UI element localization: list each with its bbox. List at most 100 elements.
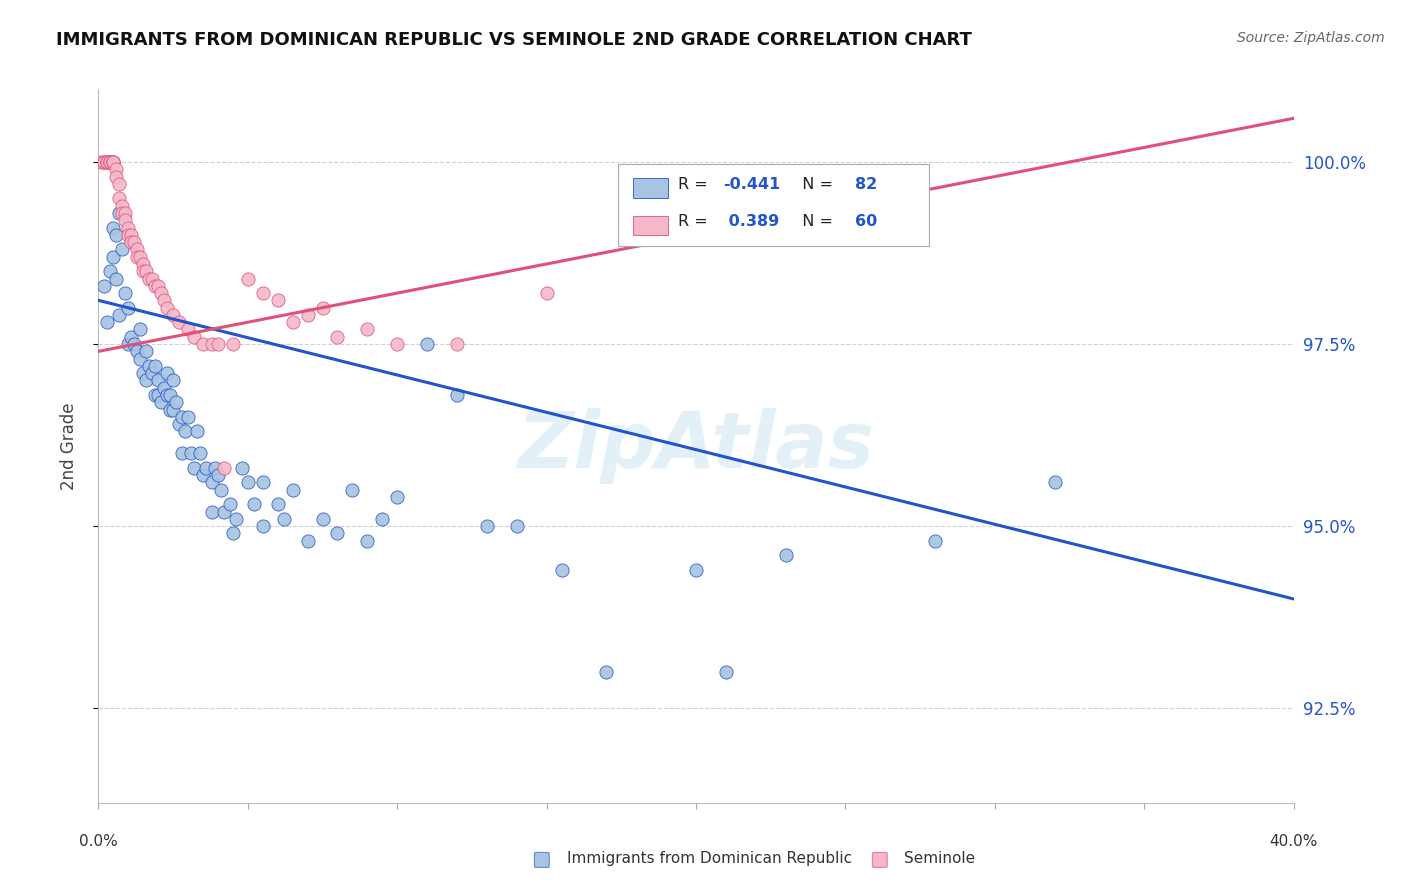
Point: [111, 206, 134, 220]
Point: [132, 264, 155, 278]
Point: [90, 155, 112, 169]
Point: [135, 344, 157, 359]
Point: [174, 425, 197, 439]
Point: [1043, 475, 1066, 490]
Point: [714, 665, 737, 679]
Text: R =: R =: [678, 177, 713, 192]
Point: [117, 227, 139, 242]
Point: [127, 344, 149, 359]
Text: N =: N =: [792, 214, 838, 228]
Point: [385, 337, 409, 351]
Point: [117, 220, 139, 235]
Point: [183, 330, 205, 344]
Point: [177, 322, 200, 336]
Text: Source: ZipAtlas.com: Source: ZipAtlas.com: [1237, 31, 1385, 45]
Point: [143, 388, 166, 402]
Point: [156, 366, 179, 380]
Point: [273, 512, 295, 526]
Point: [117, 301, 139, 315]
Point: [120, 227, 142, 242]
Text: R =: R =: [678, 214, 713, 228]
Point: [446, 337, 468, 351]
Point: [172, 446, 194, 460]
Point: [252, 519, 274, 533]
Text: -0.441: -0.441: [724, 177, 780, 192]
Point: [183, 460, 205, 475]
Point: [243, 497, 266, 511]
Point: [105, 227, 128, 242]
Point: [103, 155, 125, 169]
Point: [212, 504, 235, 518]
Point: [356, 533, 378, 548]
Point: [148, 388, 170, 402]
Point: [108, 191, 131, 205]
Point: [180, 446, 202, 460]
Point: [236, 475, 259, 490]
Point: [167, 417, 190, 432]
Text: Immigrants from Dominican Republic: Immigrants from Dominican Republic: [567, 852, 852, 866]
Point: [172, 409, 194, 424]
Point: [114, 213, 136, 227]
Text: 40.0%: 40.0%: [1270, 834, 1317, 849]
Point: [191, 468, 214, 483]
Point: [311, 512, 333, 526]
Point: [93, 155, 115, 169]
Text: ■: ■: [531, 849, 551, 869]
Point: [222, 526, 245, 541]
Point: [186, 425, 208, 439]
Point: [148, 374, 170, 388]
Point: [105, 162, 128, 177]
Point: [267, 293, 290, 308]
Text: 0.0%: 0.0%: [79, 834, 118, 849]
Point: [127, 243, 149, 257]
Point: [162, 308, 184, 322]
Text: 60: 60: [855, 214, 877, 228]
Point: [207, 468, 229, 483]
Point: [129, 250, 152, 264]
Point: [156, 301, 179, 315]
Point: [595, 665, 617, 679]
Point: [105, 271, 128, 285]
Point: [100, 264, 122, 278]
Point: [132, 366, 155, 380]
Text: N =: N =: [792, 177, 838, 192]
Text: 82: 82: [855, 177, 877, 192]
Point: [159, 388, 181, 402]
Point: [100, 155, 122, 169]
Point: [159, 402, 181, 417]
Point: [536, 286, 558, 301]
Point: [475, 519, 498, 533]
Bar: [633, 178, 668, 198]
Point: [96, 315, 118, 329]
Text: ZipAtlas: ZipAtlas: [517, 408, 875, 484]
Point: [209, 483, 232, 497]
Point: [129, 351, 152, 366]
Point: [129, 322, 152, 336]
Point: [96, 155, 118, 169]
Point: [311, 301, 333, 315]
Point: [96, 155, 118, 169]
Point: [446, 388, 468, 402]
Text: ▢: ▢: [869, 849, 889, 869]
Point: [117, 337, 139, 351]
Point: [138, 359, 160, 373]
Point: [108, 206, 131, 220]
Point: [114, 206, 136, 220]
Point: [105, 169, 128, 184]
Point: [219, 497, 242, 511]
Point: [153, 293, 176, 308]
Bar: [633, 216, 668, 235]
Point: [162, 374, 184, 388]
Point: [111, 199, 134, 213]
Point: [108, 308, 131, 322]
Point: [201, 475, 224, 490]
Point: [141, 271, 163, 285]
Point: [550, 563, 572, 577]
Point: [150, 286, 173, 301]
Text: ■: ■: [869, 849, 889, 869]
Point: [356, 322, 378, 336]
Point: [924, 533, 946, 548]
Point: [225, 512, 247, 526]
Text: IMMIGRANTS FROM DOMINICAN REPUBLIC VS SEMINOLE 2ND GRADE CORRELATION CHART: IMMIGRANTS FROM DOMINICAN REPUBLIC VS SE…: [56, 31, 972, 49]
Point: [150, 395, 173, 409]
